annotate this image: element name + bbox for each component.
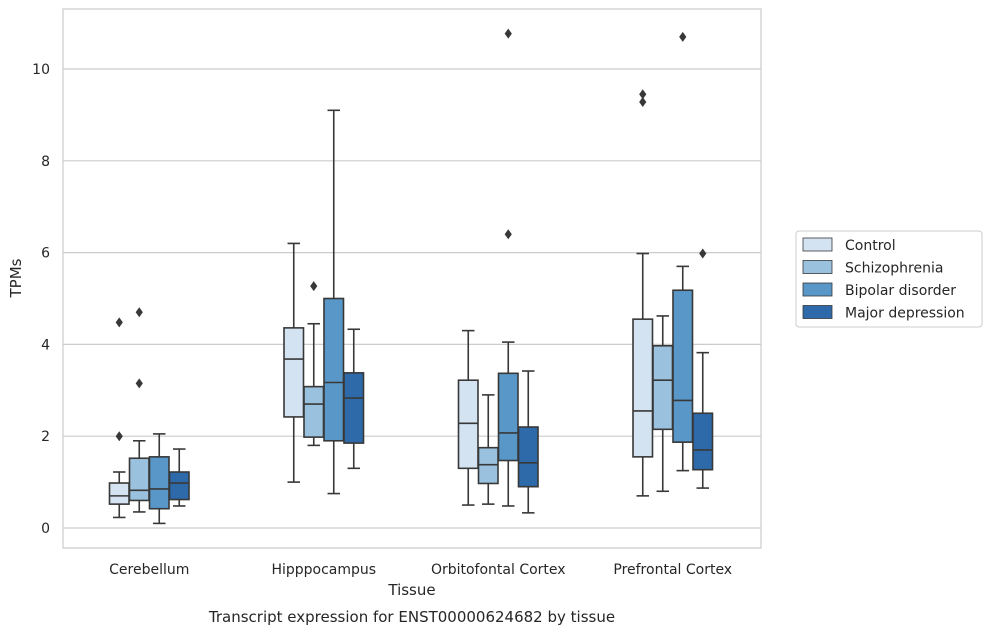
box-iqr bbox=[517, 426, 539, 488]
legend-label: Schizophrenia bbox=[845, 261, 943, 277]
box-major-depression bbox=[343, 328, 365, 470]
x-tick-labels: Cerebellum Hipppocampus Orbitofontal Corte… bbox=[109, 562, 732, 578]
box-major-depression bbox=[517, 370, 539, 514]
y-tick-label: 10 bbox=[32, 62, 50, 78]
legend-label: Bipolar disorder bbox=[845, 283, 956, 299]
x-tick-label: Orbitofontal Cortex bbox=[431, 562, 566, 578]
x-tick-label: Hipppocampus bbox=[271, 562, 376, 578]
grid-lines bbox=[63, 68, 761, 529]
outlier-point bbox=[679, 31, 687, 42]
box-iqr bbox=[692, 412, 714, 471]
y-tick-label: 6 bbox=[41, 246, 50, 262]
outlier-point bbox=[135, 378, 143, 389]
box-control bbox=[108, 317, 130, 519]
legend: Control Schizophrenia Bipolar disorder Majo… bbox=[795, 230, 983, 328]
box-iqr bbox=[148, 456, 170, 510]
box-iqr bbox=[457, 379, 479, 470]
outlier-point bbox=[310, 281, 318, 292]
box-schizophrenia bbox=[477, 394, 499, 505]
box-iqr bbox=[652, 344, 674, 431]
outlier-point bbox=[639, 97, 647, 108]
box-control bbox=[457, 329, 479, 506]
box-control bbox=[283, 242, 305, 483]
y-tick-labels: 0 2 4 6 8 10 bbox=[32, 62, 50, 537]
box-schizophrenia bbox=[303, 281, 325, 447]
box-schizophrenia bbox=[128, 307, 150, 513]
box-control bbox=[632, 89, 654, 497]
box-schizophrenia bbox=[652, 315, 674, 493]
x-tick-label: Prefrontal Cortex bbox=[613, 562, 732, 578]
box-iqr bbox=[303, 385, 325, 438]
outlier-point bbox=[115, 431, 123, 442]
box-iqr bbox=[497, 372, 519, 462]
x-tick-label: Cerebellum bbox=[109, 562, 189, 578]
plot-boxes bbox=[108, 28, 714, 525]
legend-swatch bbox=[802, 237, 833, 252]
legend-label: Major depression bbox=[845, 306, 965, 322]
y-tick-label: 2 bbox=[41, 429, 50, 445]
box-iqr bbox=[323, 297, 345, 442]
legend-swatch bbox=[802, 260, 833, 274]
box-bipolar-disorder bbox=[323, 109, 345, 495]
y-tick-label: 4 bbox=[41, 337, 50, 353]
legend-swatch bbox=[802, 305, 833, 319]
figure-caption: Transcript expression for ENST0000062468… bbox=[208, 608, 615, 626]
box-iqr bbox=[632, 318, 654, 458]
x-axis-title: Tissue bbox=[387, 581, 435, 599]
y-tick-label: 8 bbox=[41, 154, 50, 170]
outlier-point bbox=[699, 248, 707, 259]
box-iqr bbox=[108, 482, 130, 505]
box-bipolar-disorder bbox=[148, 433, 170, 525]
legend-label: Control bbox=[845, 238, 896, 254]
box-iqr bbox=[477, 446, 499, 485]
y-tick-label: 0 bbox=[41, 521, 50, 537]
plot-frame bbox=[62, 8, 762, 549]
outlier-point bbox=[115, 317, 123, 328]
outlier-point bbox=[639, 89, 647, 100]
box-iqr bbox=[283, 327, 305, 418]
box-iqr bbox=[168, 471, 190, 501]
outlier-point bbox=[504, 28, 512, 39]
box-major-depression bbox=[692, 248, 714, 489]
y-axis-title: TPMs bbox=[7, 258, 25, 298]
box-iqr bbox=[672, 289, 694, 443]
box-iqr bbox=[343, 372, 365, 444]
outlier-point bbox=[135, 307, 143, 318]
box-iqr bbox=[128, 457, 150, 502]
legend-frame bbox=[795, 230, 983, 328]
legend-swatch bbox=[802, 282, 833, 297]
box-major-depression bbox=[168, 448, 190, 507]
outlier-point bbox=[504, 229, 512, 240]
box-bipolar-disorder bbox=[497, 28, 519, 507]
box-bipolar-disorder bbox=[672, 31, 694, 472]
